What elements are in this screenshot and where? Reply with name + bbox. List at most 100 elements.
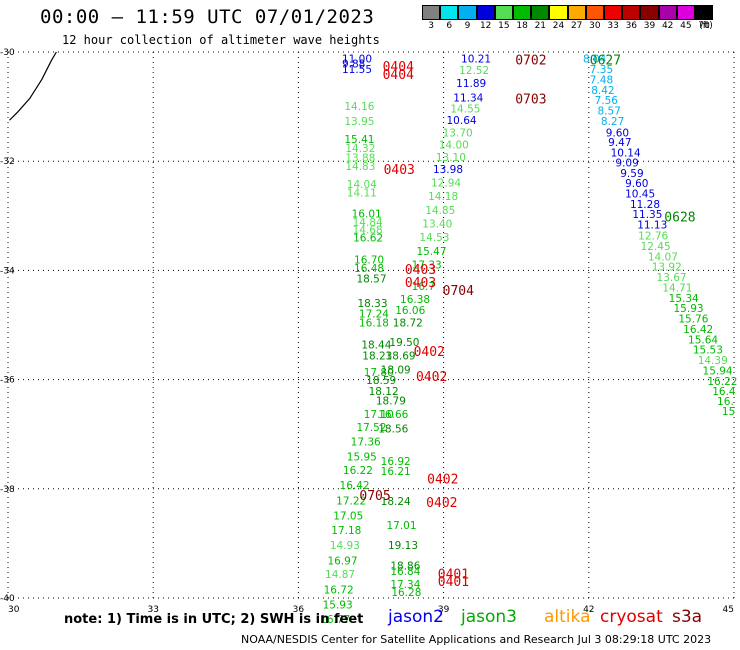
wave-height-value: 16.38 bbox=[400, 294, 430, 306]
wave-height-value: 16.4 bbox=[712, 386, 736, 398]
lat-tick-label: -34 bbox=[0, 266, 15, 276]
color-bin-unit: (ft) bbox=[699, 21, 713, 31]
wave-height-value: 18.72 bbox=[393, 317, 423, 329]
lat-tick-label: -40 bbox=[0, 594, 15, 604]
wave-height-value: 9.59 bbox=[620, 168, 643, 180]
color-bin-swatch bbox=[640, 5, 659, 20]
wave-height-value: 18.44 bbox=[361, 340, 391, 352]
color-bin-swatch bbox=[585, 5, 604, 20]
wave-height-value: 17.34 bbox=[390, 579, 420, 591]
page-title: 00:00 – 11:59 UTC 07/01/2023 bbox=[40, 6, 375, 28]
wave-height-value: 11.28 bbox=[630, 199, 660, 211]
pass-time-label: 0401 bbox=[438, 575, 469, 590]
pass-time-label: 0402 bbox=[427, 472, 458, 487]
wave-height-value: 14.00 bbox=[439, 139, 469, 151]
wave-height-value: 14.53 bbox=[419, 232, 449, 244]
color-bin-label: 33 bbox=[607, 21, 619, 31]
wave-height-value: 15.64 bbox=[688, 334, 718, 346]
wave-height-value: 14.71 bbox=[662, 282, 692, 294]
wave-height-value: 15.94 bbox=[703, 365, 733, 377]
wave-height-value: 17.24 bbox=[359, 309, 389, 321]
wave-height-value: 13.98 bbox=[433, 164, 463, 176]
wave-height-value: 18.59 bbox=[366, 375, 396, 387]
wave-height-value: 16.97 bbox=[327, 555, 357, 567]
wave-height-value: 14.85 bbox=[425, 205, 455, 217]
wave-height-value: 11.34 bbox=[453, 92, 483, 104]
wave-height-value: 16.77 bbox=[320, 614, 350, 626]
lat-tick-label: -30 bbox=[0, 48, 15, 58]
wave-height-value: 14.87 bbox=[325, 569, 355, 581]
wave-height-value: 17.52 bbox=[356, 422, 386, 434]
satellite-label-s3a: s3a bbox=[672, 607, 703, 627]
pass-time-label: 0404 bbox=[383, 60, 414, 75]
wave-height-value: 17.36 bbox=[351, 436, 381, 448]
wave-height-value: 17.33 bbox=[412, 259, 442, 271]
wave-height-value: 16.28 bbox=[391, 587, 421, 599]
color-bin-label: 36 bbox=[625, 21, 638, 31]
wave-height-value: 16.7 bbox=[412, 281, 435, 293]
wave-height-value: 14.16 bbox=[344, 101, 374, 113]
color-bin-label: 42 bbox=[661, 21, 674, 31]
wave-height-value: 17.22 bbox=[336, 495, 366, 507]
color-bin-label: 39 bbox=[643, 21, 656, 31]
color-bin-label: 12 bbox=[479, 21, 492, 31]
wave-height-value: 17.01 bbox=[386, 520, 416, 532]
wave-height-value: 9.47 bbox=[608, 137, 631, 149]
wave-height-value: 9.60 bbox=[606, 127, 629, 139]
wave-height-value: 14.84 bbox=[353, 217, 383, 229]
lon-tick-label: 42 bbox=[583, 605, 594, 615]
wave-height-value: 16.72 bbox=[324, 584, 354, 596]
footer-credit: NOAA/NESDIS Center for Satellite Applica… bbox=[241, 633, 712, 646]
wave-height-value: 16.70 bbox=[354, 255, 384, 267]
wave-height-value: 8.04 bbox=[583, 54, 607, 66]
wave-height-value: 15 bbox=[722, 406, 735, 418]
color-bin-label: 9 bbox=[464, 21, 471, 31]
color-bin-swatch bbox=[622, 5, 641, 20]
wave-height-value: 19.13 bbox=[388, 540, 418, 552]
color-bin-swatch bbox=[476, 5, 495, 20]
pass-time-label: 0702 bbox=[515, 54, 546, 69]
wave-height-value: 8.57 bbox=[598, 106, 621, 118]
wave-height-value: 16.62 bbox=[353, 233, 383, 245]
wave-height-value: 14.32 bbox=[345, 143, 375, 155]
color-bin-swatch bbox=[440, 5, 459, 20]
color-bin-swatch bbox=[422, 5, 441, 20]
wave-height-value: 15.53 bbox=[693, 345, 723, 357]
wave-height-value: 14.11 bbox=[347, 187, 377, 199]
pass-time-label: 0627 bbox=[590, 54, 621, 69]
wave-height-value: 16.84 bbox=[390, 566, 420, 578]
pass-time-label: 0404 bbox=[383, 68, 414, 83]
pass-time-label: 0402 bbox=[414, 345, 445, 360]
pass-time-label: 0401 bbox=[438, 567, 469, 582]
wave-height-value: 7.35 bbox=[590, 64, 613, 76]
lon-tick-label: 30 bbox=[8, 605, 20, 615]
color-bin-swatch bbox=[458, 5, 477, 20]
color-bin-label: 70 bbox=[698, 21, 710, 31]
wave-height-value: 16. bbox=[717, 396, 734, 408]
wave-height-value: 13.40 bbox=[422, 219, 452, 231]
wave-height-value: 16.18 bbox=[359, 317, 389, 329]
pass-time-label: 0704 bbox=[443, 284, 474, 299]
color-bin-swatch bbox=[513, 5, 532, 20]
wave-height-value: 18.12 bbox=[369, 386, 399, 398]
wave-height-value: 12.45 bbox=[641, 241, 671, 253]
color-bin-swatch bbox=[494, 5, 513, 20]
wave-height-value: 14.04 bbox=[347, 179, 377, 191]
color-bin-label: 18 bbox=[516, 21, 528, 31]
wave-height-value: 13.88 bbox=[345, 152, 375, 164]
color-bin-label: 30 bbox=[589, 21, 601, 31]
wave-height-value: 16.42 bbox=[340, 480, 370, 492]
wave-height-value: 11.55 bbox=[342, 64, 372, 76]
lon-tick-label: 39 bbox=[438, 605, 450, 615]
color-bin-label: 21 bbox=[534, 21, 547, 31]
wave-height-value: 9.60 bbox=[625, 178, 648, 190]
lat-tick-label: -38 bbox=[0, 485, 15, 495]
color-bin-swatch bbox=[531, 5, 550, 20]
wave-height-value: 17.10 bbox=[364, 409, 394, 421]
wave-height-value: 18.56 bbox=[378, 423, 408, 435]
wave-height-value: 10.14 bbox=[611, 148, 641, 160]
wave-height-value: 7.48 bbox=[590, 74, 613, 86]
wave-height-value: 8.27 bbox=[601, 116, 624, 128]
wave-height-value: 15.76 bbox=[678, 314, 708, 326]
